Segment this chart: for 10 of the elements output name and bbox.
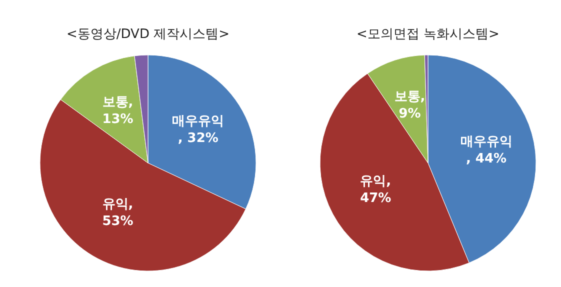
chart-title: <동영상/DVD 제작시스템> (66, 27, 230, 42)
data-label: , 44% (466, 151, 507, 166)
slice-label: 매우유익 (460, 134, 512, 150)
slice-label: 보통, 9% (394, 89, 426, 122)
slice-label: 유익, 47% (360, 174, 392, 206)
slice-label: 보통, 13% (102, 94, 134, 127)
slice-label: 매우유익 (172, 114, 224, 130)
chart-title: <모의면접 녹화시스템> (356, 27, 500, 42)
slice-label: 유익, 53% (102, 197, 134, 230)
data-label: , 32% (178, 131, 218, 146)
